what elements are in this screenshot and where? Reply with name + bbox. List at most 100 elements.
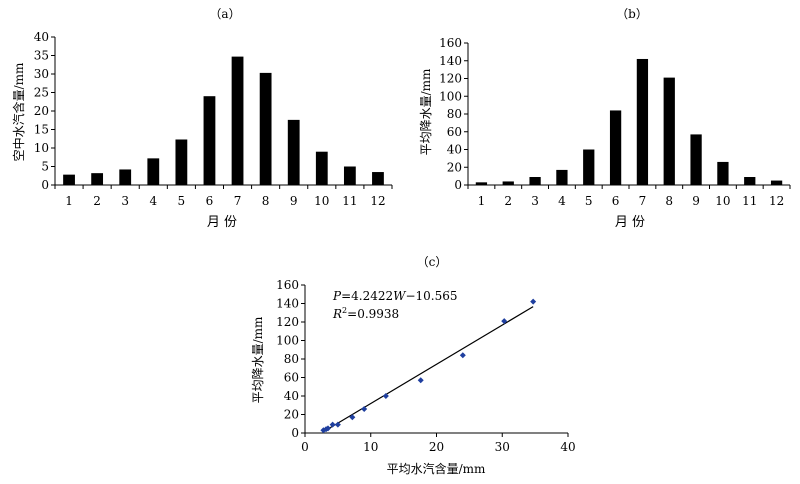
x-tick-label: 10 xyxy=(314,194,329,208)
y-tick-label: 140 xyxy=(439,54,462,68)
bar xyxy=(583,149,595,185)
equation-intercept: −10.565 xyxy=(405,289,457,303)
data-point xyxy=(382,393,389,399)
panel-label-b: （b） xyxy=(616,7,648,21)
x-tick-label: 1 xyxy=(478,194,486,208)
y-tick-label: 25 xyxy=(34,86,49,100)
bar xyxy=(502,181,514,185)
data-point xyxy=(530,298,537,305)
x-tick-label: 30 xyxy=(495,440,510,454)
ylabel-a: 空中水汽含量/mm xyxy=(11,62,26,161)
r2-sup: 2 xyxy=(342,306,347,315)
x-tick-label: 12 xyxy=(769,194,784,208)
x-tick-label: 0 xyxy=(301,440,309,454)
x-tick-label: 4 xyxy=(558,194,566,208)
y-tick-label: 40 xyxy=(284,389,299,403)
x-tick-label: 10 xyxy=(363,440,378,454)
y-tick-label: 30 xyxy=(34,67,49,81)
x-tick-label: 8 xyxy=(262,194,270,208)
bar xyxy=(636,58,649,185)
bar xyxy=(147,158,160,185)
r2-value: =0.9938 xyxy=(347,307,399,321)
y-tick-label: 15 xyxy=(34,123,49,137)
data-point xyxy=(417,377,424,384)
y-tick-label: 40 xyxy=(34,30,49,44)
bar xyxy=(91,173,104,185)
data-point xyxy=(459,352,466,359)
y-tick-label: 120 xyxy=(439,72,462,86)
x-tick-label: 7 xyxy=(234,194,242,208)
equation-p: P xyxy=(332,289,342,303)
bar xyxy=(259,72,272,185)
ylabel-b: 平均降水量/mm xyxy=(419,68,433,155)
bar xyxy=(119,169,132,185)
data-point xyxy=(329,421,336,428)
bar xyxy=(475,182,488,185)
bar xyxy=(315,151,328,185)
x-tick-label: 3 xyxy=(531,194,539,208)
data-point xyxy=(325,425,332,432)
y-tick-label: 10 xyxy=(34,141,49,155)
x-tick-label: 9 xyxy=(692,194,700,208)
x-tick-label: 5 xyxy=(178,194,186,208)
bar xyxy=(690,134,702,185)
bar xyxy=(717,161,729,185)
bar xyxy=(175,139,188,185)
ylabel-c: 平均降水量/mm xyxy=(251,316,265,403)
x-tick-label: 6 xyxy=(206,194,214,208)
y-tick-label: 0 xyxy=(454,178,462,192)
y-tick-label: 20 xyxy=(34,104,49,118)
x-tick-label: 40 xyxy=(560,440,575,454)
bar xyxy=(203,96,216,185)
x-tick-label: 7 xyxy=(639,194,647,208)
bar xyxy=(770,180,783,185)
y-tick-label: 80 xyxy=(284,352,299,366)
y-tick-label: 5 xyxy=(41,160,49,174)
x-tick-label: 11 xyxy=(742,194,757,208)
xlabel-b: 月 份 xyxy=(615,215,645,230)
x-tick-label: 2 xyxy=(93,194,101,208)
trendline xyxy=(323,306,534,433)
xlabel-c: 平均水汽含量/mm xyxy=(387,461,486,476)
x-tick-label: 2 xyxy=(504,194,512,208)
y-tick-label: 0 xyxy=(291,426,299,440)
y-tick-label: 20 xyxy=(284,408,299,422)
y-tick-label: 60 xyxy=(284,371,299,385)
y-tick-label: 35 xyxy=(34,49,49,63)
y-tick-label: 100 xyxy=(439,89,462,103)
y-tick-label: 80 xyxy=(447,107,462,121)
x-tick-label: 12 xyxy=(370,194,385,208)
equation-coef: =4.2422 xyxy=(341,289,393,303)
y-tick-label: 120 xyxy=(276,315,299,329)
chart-c: （c） 平均降水量/mm 平均水汽含量/mm P=4.2422W−10.565 … xyxy=(251,255,576,476)
bar xyxy=(529,177,541,185)
bar xyxy=(556,169,568,185)
equation-w: W xyxy=(393,289,407,303)
x-tick-label: 9 xyxy=(290,194,298,208)
x-tick-label: 8 xyxy=(665,194,673,208)
data-point xyxy=(501,318,508,325)
x-tick-label: 20 xyxy=(429,440,444,454)
bar xyxy=(663,77,675,185)
data-point xyxy=(361,405,368,412)
x-tick-label: 3 xyxy=(121,194,129,208)
y-tick-label: 140 xyxy=(276,297,299,311)
y-tick-label: 20 xyxy=(447,160,462,174)
panel-label-a: （a） xyxy=(209,7,240,21)
x-tick-label: 10 xyxy=(715,194,730,208)
bar xyxy=(609,110,622,185)
bar xyxy=(343,166,356,185)
y-tick-label: 100 xyxy=(276,334,299,348)
y-tick-label: 40 xyxy=(447,143,462,157)
y-tick-label: 60 xyxy=(447,125,462,139)
x-tick-label: 11 xyxy=(342,194,357,208)
xlabel-a: 月 份 xyxy=(207,215,237,230)
r2-r: R xyxy=(332,307,342,321)
bar xyxy=(372,172,384,185)
bar xyxy=(287,119,300,185)
x-tick-label: 5 xyxy=(585,194,593,208)
r2-annotation: R2=0.9938 xyxy=(332,306,399,321)
